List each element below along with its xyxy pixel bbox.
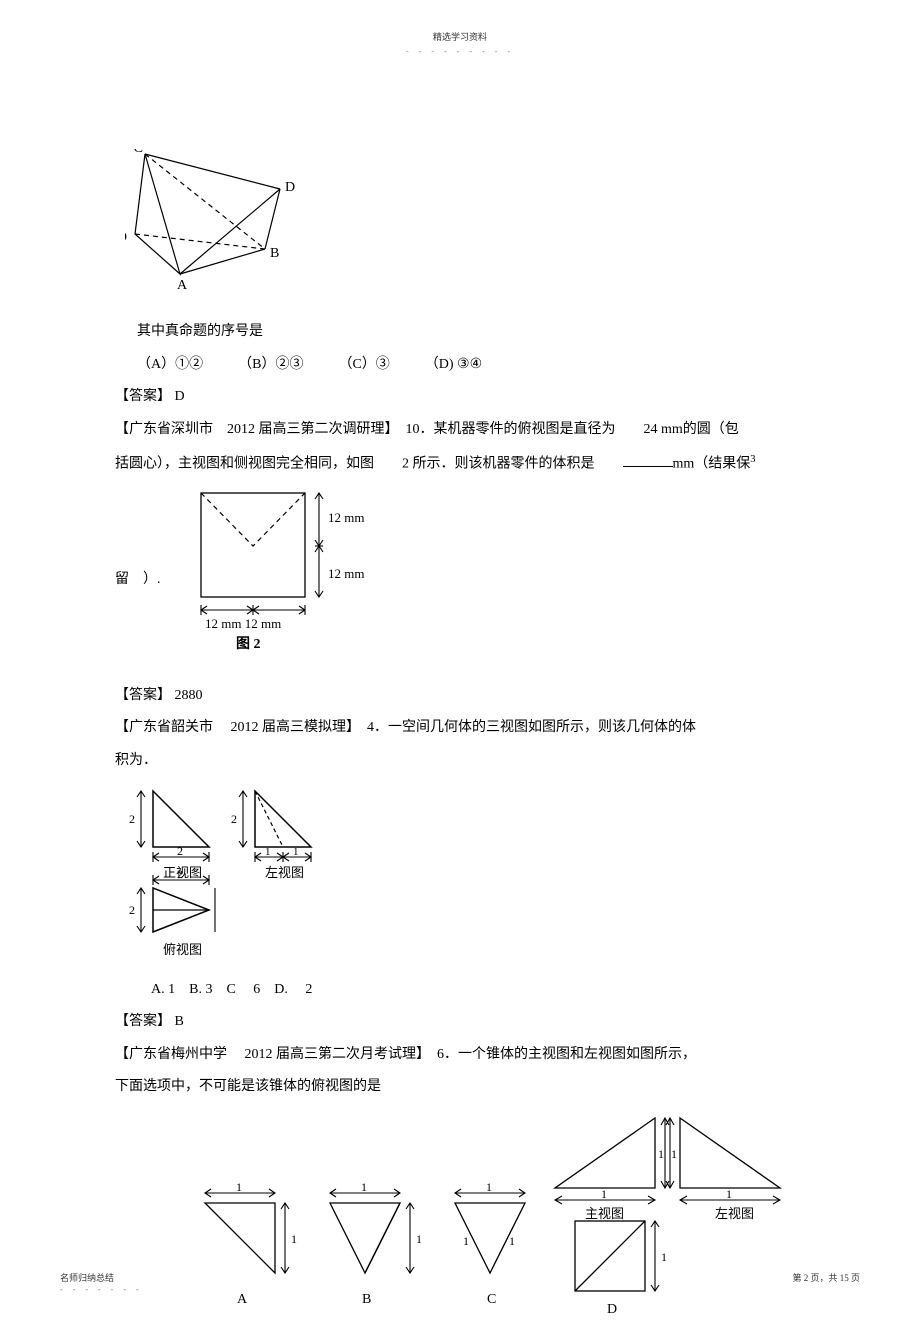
footer-left-dots: - - - - - - - — [60, 1284, 143, 1297]
svg-text:B: B — [270, 246, 279, 261]
q10-line2a: 括圆心），主视图和侧视图完全相同，如图 2 所示．则该机器零件的体积是 — [115, 456, 623, 471]
svg-text:左视图: 左视图 — [265, 865, 304, 880]
q10-line2b: mm（结果保 — [673, 456, 751, 471]
svg-text:1: 1 — [486, 1180, 492, 1194]
svg-text:D: D — [285, 180, 295, 195]
q6-line2: 下面选项中，不可能是该锥体的俯视图的是 — [115, 1074, 805, 1101]
svg-text:左视图: 左视图 — [715, 1206, 754, 1221]
q10-blank — [623, 466, 673, 467]
svg-text:1: 1 — [671, 1147, 677, 1161]
svg-text:C: C — [487, 1292, 496, 1307]
svg-text:2: 2 — [177, 844, 183, 858]
svg-text:B: B — [362, 1292, 371, 1307]
svg-text:1: 1 — [509, 1234, 515, 1248]
footer-right: 第 2 页，共 15 页 — [792, 1271, 860, 1285]
svg-text:2: 2 — [129, 812, 135, 826]
svg-text:1: 1 — [463, 1234, 469, 1248]
q6-figure: 1 1 主视图 1 1 左视图 — [115, 1113, 805, 1323]
q1-prompt: 其中真命题的序号是 — [115, 319, 805, 346]
footer-total: 15 — [840, 1273, 849, 1283]
svg-text:1: 1 — [291, 1232, 297, 1246]
svg-text:俯视图: 俯视图 — [163, 942, 202, 957]
q10-line2: 括圆心），主视图和侧视图完全相同，如图 2 所示．则该机器零件的体积是 mm（结… — [115, 450, 805, 478]
svg-text:A: A — [177, 278, 188, 293]
svg-text:C: C — [134, 149, 143, 156]
svg-text:1: 1 — [661, 1250, 667, 1264]
svg-text:1: 1 — [658, 1147, 664, 1161]
svg-text:1: 1 — [236, 1180, 242, 1194]
svg-text:12 mm: 12 mm — [328, 510, 364, 525]
q10-sup3: 3 — [750, 454, 755, 465]
q10-figure-row: 留 ）. 12 mm 12 mm — [115, 484, 805, 677]
q6-line1: 【广东省梅州中学 2012 届高三第二次月考试理】 6．一个锥体的主视图和左视图… — [115, 1042, 805, 1069]
footer-right-c: 页 — [849, 1273, 860, 1283]
svg-text:图 2: 图 2 — [236, 636, 261, 652]
q10-answer: 【答案】 2880 — [115, 683, 805, 710]
svg-text:1: 1 — [361, 1180, 367, 1194]
q4-line1: 【广东省韶关市 2012 届高三模拟理】 4．一空间几何体的三视图如图所示，则该… — [115, 715, 805, 742]
q4-options: A. 1 B. 3 C 6 D. 2 — [115, 977, 805, 1004]
q4-line2: 积为． — [115, 748, 805, 775]
svg-text:1: 1 — [293, 846, 299, 858]
svg-text:2: 2 — [177, 867, 183, 881]
footer-right-b: 页，共 — [808, 1273, 840, 1283]
svg-text:12 mm 12 mm: 12 mm 12 mm — [205, 616, 281, 631]
header-dots: - - - - - - - - - — [115, 46, 805, 59]
main-content: C O A B D 其中真命题的序号是 （A）①② （B）②③ （C）③ （D)… — [115, 149, 805, 1323]
svg-text:2: 2 — [231, 812, 237, 826]
svg-text:12 mm: 12 mm — [328, 566, 364, 581]
q10-figure: 12 mm 12 mm 12 mm 12 mm 图 2 — [191, 488, 381, 673]
svg-text:1: 1 — [601, 1187, 607, 1201]
svg-text:D: D — [607, 1302, 617, 1317]
page-header: 精选学习资料 — [115, 30, 805, 44]
q1-options: （A）①② （B）②③ （C）③ （D) ③④ — [115, 352, 805, 379]
q4-answer: 【答案】 B — [115, 1009, 805, 1036]
q1-figure: C O A B D — [125, 149, 805, 294]
svg-text:2: 2 — [129, 903, 135, 917]
svg-text:1: 1 — [416, 1232, 422, 1246]
q4-figure: 2 2 正视图 2 — [125, 781, 805, 971]
svg-text:A: A — [237, 1292, 248, 1307]
svg-text:O: O — [125, 230, 127, 245]
q10-line1: 【广东省深圳市 2012 届高三第二次调研理】 10．某机器零件的俯视图是直径为… — [115, 417, 805, 444]
footer-left: 名师归纳总结 — [60, 1271, 114, 1285]
q10-line3: 留 ）. — [115, 569, 161, 591]
svg-text:1: 1 — [265, 846, 271, 858]
footer-right-a: 第 — [792, 1273, 803, 1283]
svg-text:1: 1 — [726, 1187, 732, 1201]
svg-text:主视图: 主视图 — [585, 1206, 624, 1221]
q1-answer: 【答案】 D — [115, 384, 805, 411]
